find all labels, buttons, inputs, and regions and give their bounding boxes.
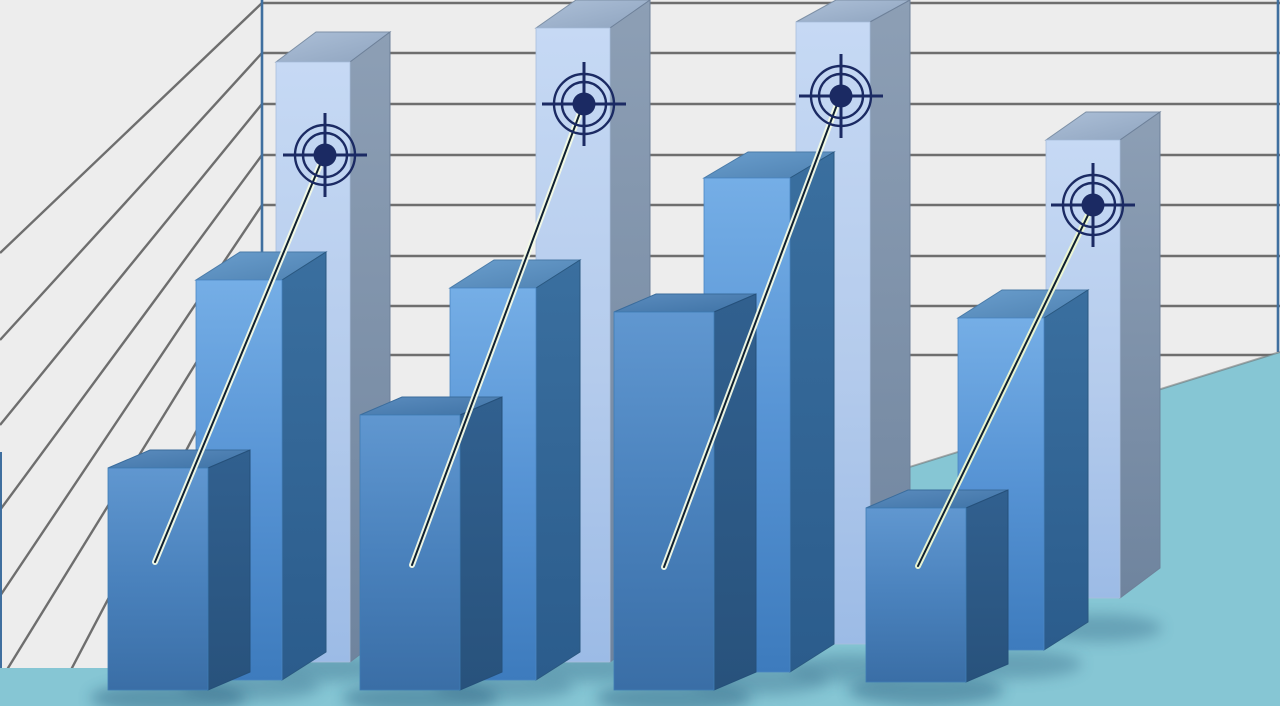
crosshair-target-group — [283, 54, 1135, 247]
bar-side-face — [207, 449, 251, 691]
bar-side-face — [535, 259, 581, 681]
crosshair-target-icon[interactable] — [283, 113, 367, 197]
dark-bar-1[interactable] — [90, 449, 251, 706]
needle-4 — [915, 208, 1093, 569]
dark-bar-4[interactable] — [848, 489, 1009, 706]
bar-side-face — [1043, 289, 1089, 651]
bar-front-face — [359, 414, 461, 691]
side-wall-line — [0, 103, 263, 426]
dark-bar-2[interactable] — [342, 396, 503, 706]
bar-front-face — [107, 467, 209, 691]
needle-1 — [152, 157, 325, 565]
bar-side-face — [459, 396, 503, 691]
crosshair-target-icon[interactable] — [799, 54, 883, 138]
dark-bar-3[interactable] — [596, 293, 757, 706]
bar-front-face — [865, 507, 967, 683]
needle-3 — [661, 99, 841, 570]
side-wall-line — [0, 2, 263, 254]
bar-side-face — [1119, 111, 1161, 599]
bar-side-face — [965, 489, 1009, 683]
bar-front-face — [613, 311, 715, 691]
side-wall-line — [0, 52, 263, 341]
crosshair-target-icon[interactable] — [542, 62, 626, 146]
needle-2 — [409, 107, 584, 568]
crosshair-target-icon[interactable] — [1051, 163, 1135, 247]
bar-side-face — [281, 251, 327, 681]
bar-side-face — [713, 293, 757, 691]
bar-side-face — [789, 151, 835, 673]
side-wall-line — [0, 154, 263, 511]
pointer-needle-group — [152, 99, 1093, 570]
